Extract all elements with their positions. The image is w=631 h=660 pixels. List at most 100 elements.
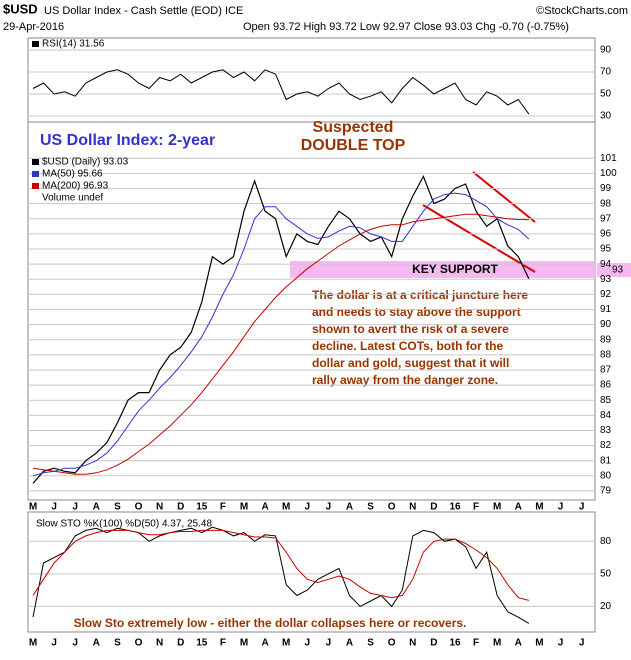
x-tick-label: 15 xyxy=(196,502,208,513)
note-line: rally away from the danger zone. xyxy=(312,373,498,387)
x-tick-label: M xyxy=(535,638,543,649)
y-tick-label: 87 xyxy=(600,365,612,376)
legend-entry: MA(50) 95.66 xyxy=(42,169,103,180)
x-tick-label: N xyxy=(409,502,416,513)
series-line xyxy=(32,69,530,115)
note-line: and needs to stay above the support xyxy=(312,305,521,319)
x-tick-label: A xyxy=(346,638,353,649)
y-tick-label: 99 xyxy=(600,183,612,194)
series-line xyxy=(32,192,530,477)
x-tick-label: A xyxy=(515,502,522,513)
y-tick-label: 80 xyxy=(600,470,612,481)
series-line xyxy=(32,526,530,624)
y-tick-label: 82 xyxy=(600,440,612,451)
x-tick-label: J xyxy=(558,502,564,513)
quote: Open 93.72 High 93.72 Low 92.97 Close 93… xyxy=(243,21,569,33)
instrument-name: US Dollar Index - Cash Settle (EOD) ICE xyxy=(44,5,243,17)
upper-trendline xyxy=(472,171,536,223)
annotation: Suspected xyxy=(313,119,394,136)
x-tick-label: M xyxy=(493,638,501,649)
y-tick-label: 95 xyxy=(600,244,612,255)
x-tick-label: 15 xyxy=(196,638,208,649)
series-line xyxy=(32,213,529,475)
note-line: shown to avert the risk of a severe xyxy=(312,322,509,336)
y-tick-label: 100 xyxy=(600,168,617,179)
legend-entry: RSI(14) 31.56 xyxy=(42,39,105,50)
x-tick-label: S xyxy=(367,638,374,649)
x-tick-label: M xyxy=(535,502,543,513)
x-tick-label: F xyxy=(220,638,226,649)
y-tick-label: 96 xyxy=(600,229,612,240)
rsi-panel xyxy=(27,37,596,123)
x-tick-label: J xyxy=(558,638,564,649)
sto-panel xyxy=(27,511,596,633)
date: 29-Apr-2016 xyxy=(3,21,64,33)
x-tick-label: J xyxy=(51,502,57,513)
y-tick-label: 89 xyxy=(600,334,612,345)
x-tick-label: 16 xyxy=(449,638,461,649)
x-tick-label: M xyxy=(282,502,290,513)
y-tick-label: 92 xyxy=(600,289,612,300)
series-line xyxy=(32,174,530,484)
x-tick-label: J xyxy=(305,638,311,649)
x-tick-label: J xyxy=(579,638,585,649)
x-tick-label: N xyxy=(156,638,163,649)
y-tick-label: 94 xyxy=(600,259,612,270)
y-tick-label: 91 xyxy=(600,304,612,315)
support-label: KEY SUPPORT xyxy=(412,262,498,276)
x-tick-label: A xyxy=(93,502,100,513)
x-tick-label: A xyxy=(515,638,522,649)
series-line xyxy=(32,529,530,601)
annotation: DOUBLE TOP xyxy=(301,137,406,154)
support-band xyxy=(290,261,595,278)
y-tick-label: 85 xyxy=(600,395,612,406)
x-tick-label: N xyxy=(156,502,163,513)
y-tick-label: 93 xyxy=(600,274,612,285)
y-tick-label: 101 xyxy=(600,153,617,164)
price-tag: 93 xyxy=(612,265,624,276)
x-tick-label: O xyxy=(135,638,143,649)
x-tick-label: A xyxy=(261,502,268,513)
sto-annotation: Slow Sto extremely low - either the doll… xyxy=(74,616,467,630)
x-tick-label: M xyxy=(282,638,290,649)
x-tick-label: M xyxy=(240,638,248,649)
x-tick-label: 16 xyxy=(449,502,461,513)
x-tick-label: J xyxy=(72,502,78,513)
x-tick-label: J xyxy=(326,502,332,513)
y-tick-label: 88 xyxy=(600,349,612,360)
price-tag-bg xyxy=(597,263,631,277)
symbol: $USD xyxy=(3,1,38,16)
y-tick-label: 98 xyxy=(600,198,612,209)
y-tick-label: 86 xyxy=(600,380,612,391)
y-tick-label: 70 xyxy=(600,67,612,78)
x-tick-label: O xyxy=(388,502,396,513)
y-tick-label: 50 xyxy=(600,89,612,100)
note-line: decline. Latest COTs, both for the xyxy=(312,339,503,353)
y-tick-label: 20 xyxy=(600,601,612,612)
x-tick-label: D xyxy=(177,638,184,649)
x-tick-label: M xyxy=(240,502,248,513)
x-tick-label: M xyxy=(29,502,37,513)
x-tick-label: N xyxy=(409,638,416,649)
legend-entry: Volume undef xyxy=(42,193,103,204)
y-tick-label: 97 xyxy=(600,213,612,224)
x-tick-label: M xyxy=(29,638,37,649)
sto-legend: Slow STO %K(100) %D(50) 4.37, 25.48 xyxy=(36,519,212,530)
x-tick-label: D xyxy=(177,502,184,513)
x-tick-label: S xyxy=(114,638,121,649)
y-tick-label: 83 xyxy=(600,425,612,436)
x-tick-label: F xyxy=(473,638,479,649)
y-tick-label: 50 xyxy=(600,568,612,579)
x-tick-label: J xyxy=(51,638,57,649)
legend-swatch xyxy=(32,171,39,177)
chart-subtitle: US Dollar Index: 2-year xyxy=(40,132,215,149)
price-panel xyxy=(27,121,596,501)
x-tick-label: M xyxy=(493,502,501,513)
x-tick-label: A xyxy=(261,638,268,649)
x-tick-label: J xyxy=(326,638,332,649)
x-tick-label: J xyxy=(305,502,311,513)
note-line: The dollar is at a critical juncture her… xyxy=(312,288,528,302)
x-tick-label: F xyxy=(473,502,479,513)
lower-trendline xyxy=(422,204,536,273)
